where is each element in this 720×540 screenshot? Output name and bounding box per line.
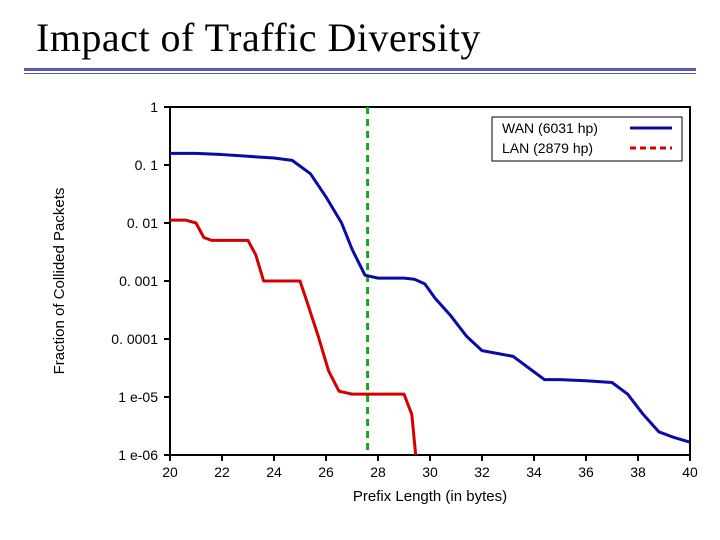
y-tick-label: 0. 1 — [135, 157, 159, 173]
y-tick-label: 1 e-06 — [118, 447, 158, 463]
y-tick-label: 0. 01 — [127, 215, 158, 231]
title-underline — [24, 68, 696, 74]
x-tick-label: 34 — [526, 464, 542, 480]
x-tick-label: 40 — [682, 464, 698, 480]
y-tick-label: 0. 0001 — [111, 331, 158, 347]
y-tick-label: 0. 001 — [119, 273, 158, 289]
x-tick-label: 24 — [266, 464, 282, 480]
y-tick-label: 1 — [150, 99, 158, 115]
legend-label-lan: LAN (2879 hp) — [502, 140, 593, 156]
x-tick-label: 26 — [318, 464, 334, 480]
x-tick-label: 38 — [630, 464, 646, 480]
x-tick-label: 22 — [214, 464, 230, 480]
x-axis-label: Prefix Length (in bytes) — [353, 488, 507, 505]
page-title: Impact of Traffic Diversity — [36, 14, 481, 61]
x-tick-label: 20 — [162, 464, 178, 480]
chart-area: 20 22 24 26 28 30 32 34 36 38 40 1 e-06 1 e-05 0. 000… — [40, 95, 700, 515]
x-tick-label: 28 — [370, 464, 386, 480]
y-tick-label: 1 e-05 — [118, 389, 158, 405]
legend-label-wan: WAN (6031 hp) — [502, 120, 598, 136]
x-tick-label: 32 — [474, 464, 490, 480]
chart-svg: 20 22 24 26 28 30 32 34 36 38 40 1 e-06 1 e-05 0. 000… — [40, 95, 700, 515]
x-tick-label: 30 — [422, 464, 438, 480]
x-tick-label: 36 — [578, 464, 594, 480]
y-axis-label: Fraction of Collided Packets — [51, 188, 68, 375]
